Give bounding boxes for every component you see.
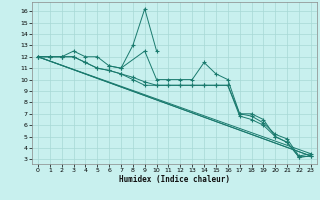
X-axis label: Humidex (Indice chaleur): Humidex (Indice chaleur) — [119, 175, 230, 184]
